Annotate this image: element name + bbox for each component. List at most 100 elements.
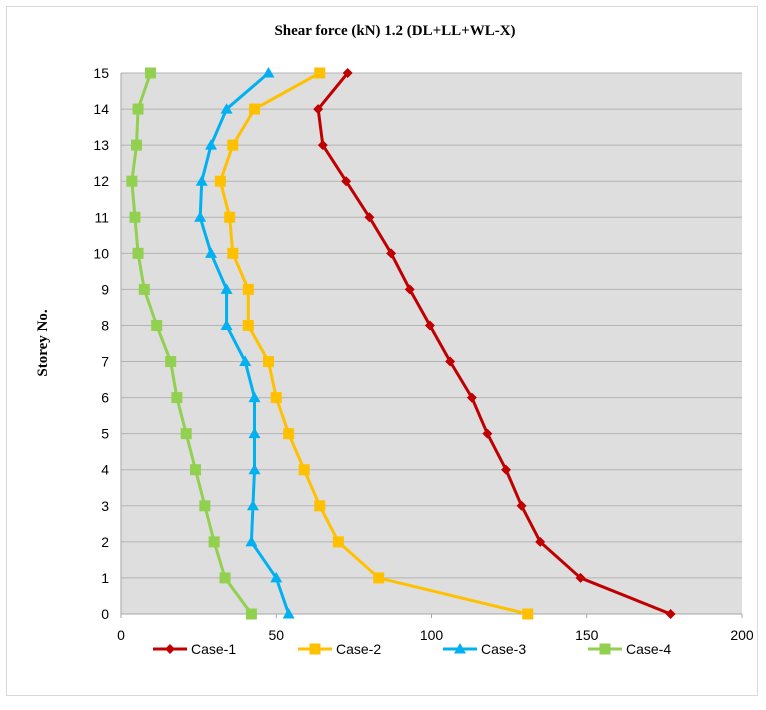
data-point xyxy=(220,283,233,294)
data-point xyxy=(132,103,144,115)
data-point xyxy=(129,211,141,223)
data-point xyxy=(249,103,261,115)
data-point xyxy=(364,212,375,223)
data-point xyxy=(214,175,226,187)
data-point xyxy=(317,140,328,151)
chart-title: Shear force (kN) 1.2 (DL+LL+WL-X) xyxy=(274,23,515,39)
data-point xyxy=(224,211,236,223)
data-point xyxy=(314,500,326,512)
y-tick-label: 1 xyxy=(101,570,109,586)
legend-marker xyxy=(599,643,611,655)
data-point xyxy=(245,608,257,620)
data-point xyxy=(246,499,259,511)
data-point xyxy=(242,319,254,331)
series-line xyxy=(218,71,529,616)
x-tick-label: 200 xyxy=(730,627,754,643)
series-line xyxy=(130,72,253,615)
y-tick-label: 10 xyxy=(93,245,109,261)
y-tick-label: 2 xyxy=(101,534,109,550)
data-point xyxy=(283,428,295,440)
legend-label: Case-2 xyxy=(336,641,381,657)
data-point xyxy=(144,67,156,79)
data-point xyxy=(535,536,546,547)
data-point xyxy=(342,68,353,78)
data-point xyxy=(242,283,254,295)
x-tick-label: 150 xyxy=(575,627,599,643)
data-point xyxy=(270,392,282,404)
data-point xyxy=(208,536,220,548)
data-point xyxy=(482,428,493,439)
data-point xyxy=(262,67,275,78)
data-point xyxy=(314,67,326,79)
legend-marker xyxy=(309,643,321,655)
data-point xyxy=(404,284,415,295)
data-point xyxy=(341,176,352,187)
data-point xyxy=(190,464,202,476)
data-point xyxy=(220,319,233,330)
data-point xyxy=(248,427,261,439)
data-point xyxy=(298,464,310,476)
y-tick-label: 11 xyxy=(94,209,109,225)
legend-item: Case-2 xyxy=(298,641,381,657)
x-tick-label: 0 xyxy=(117,627,125,643)
data-point xyxy=(373,572,385,584)
data-point xyxy=(195,175,208,186)
y-tick-label: 12 xyxy=(93,173,109,189)
data-point xyxy=(171,392,183,404)
data-point xyxy=(227,139,239,151)
data-point xyxy=(219,572,231,584)
data-point xyxy=(205,139,218,150)
legend-item: Case-1 xyxy=(153,641,236,657)
data-point xyxy=(227,247,239,259)
legend-marker xyxy=(454,643,466,654)
legend-marker xyxy=(165,644,175,654)
y-tick-label: 8 xyxy=(101,317,109,333)
y-tick-label: 14 xyxy=(93,101,109,117)
y-tick-label: 4 xyxy=(101,462,109,478)
data-point xyxy=(665,609,676,619)
y-tick-label: 9 xyxy=(101,281,109,297)
data-point xyxy=(575,572,586,583)
data-point xyxy=(138,283,150,295)
data-point xyxy=(501,464,512,475)
series-case-3 xyxy=(194,67,295,619)
legend-label: Case-1 xyxy=(191,641,236,657)
series-line xyxy=(316,72,672,616)
data-point xyxy=(522,608,534,620)
x-tick-label: 50 xyxy=(268,627,284,643)
data-point xyxy=(199,500,211,512)
data-point xyxy=(386,248,397,259)
data-point xyxy=(239,355,252,367)
legend: Case-1 Case-2 Case-3 Case-4 xyxy=(153,641,671,657)
y-axis-label: Storey No. xyxy=(35,309,51,376)
legend-label: Case-3 xyxy=(481,641,526,657)
series-case-2 xyxy=(214,67,534,620)
series-case-4 xyxy=(126,67,257,620)
y-tick-label: 15 xyxy=(93,65,109,81)
y-tick-label: 7 xyxy=(101,354,109,370)
data-point xyxy=(445,356,456,367)
data-point xyxy=(205,247,218,258)
data-point xyxy=(248,463,261,475)
y-tick-label: 13 xyxy=(93,137,109,153)
data-point xyxy=(332,536,344,548)
data-point xyxy=(151,319,163,331)
series-group xyxy=(126,67,676,620)
data-point xyxy=(270,571,283,583)
data-point xyxy=(126,175,138,187)
chart-container: 0 1 2 3 4 5 6 7 8 9 10 11 12 13 14 15 0 50 100 150 200 Shear… xyxy=(6,6,758,696)
data-point xyxy=(313,104,324,115)
data-point xyxy=(466,392,477,403)
data-point xyxy=(180,428,192,440)
series-case-1 xyxy=(313,68,676,619)
data-point xyxy=(262,356,274,368)
data-point xyxy=(131,139,143,151)
legend-label: Case-4 xyxy=(626,641,671,657)
legend-item: Case-3 xyxy=(443,641,526,657)
y-tick-label: 5 xyxy=(101,426,109,442)
data-point xyxy=(282,608,295,619)
data-point xyxy=(248,391,261,403)
data-point xyxy=(220,103,233,114)
data-point xyxy=(516,500,527,511)
